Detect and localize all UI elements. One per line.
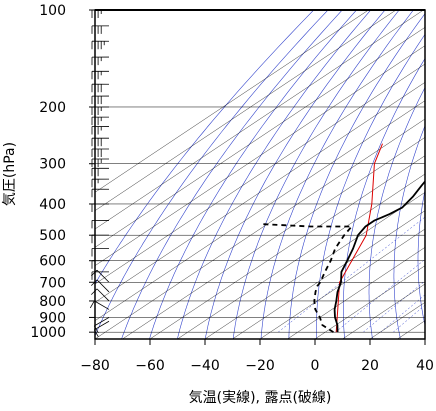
x-tick-label: 20 [361, 358, 379, 374]
wind-barb-feather [89, 300, 95, 309]
wind-barb-staff [96, 279, 110, 293]
mixing-ratio-line [363, 280, 425, 333]
plot-frame [94, 9, 426, 340]
dry-adiabat-line [149, 10, 357, 339]
isotherm-gridline [149, 155, 425, 339]
wind-barb [91, 279, 110, 293]
isotherm-gridline [95, 10, 369, 193]
y-tick-label: 700 [39, 275, 66, 291]
isotherm-gridline [95, 82, 425, 303]
wind-barb-feather [91, 269, 98, 277]
dry-adiabat-line [95, 10, 329, 337]
x-tick-label: −20 [245, 358, 275, 374]
isotherm-gridline [95, 10, 424, 230]
parcel-path-series [335, 143, 383, 333]
dewpoint-series [261, 223, 353, 333]
isotherm-gridline [95, 45, 425, 266]
isotherm-gridline [314, 265, 425, 339]
isotherm-gridline [122, 137, 425, 339]
isotherm-gridline [95, 63, 425, 285]
y-tick-label: 300 [39, 157, 66, 173]
wind-barb-staff [94, 320, 110, 331]
x-tick-label: −80 [80, 358, 110, 374]
y-tick-label: 600 [39, 254, 66, 270]
dry-adiabat-line [417, 188, 425, 327]
isotherm-gridline [369, 302, 425, 339]
dry-adiabat-line [316, 33, 425, 339]
wind-barb [89, 300, 110, 310]
temperature-line [333, 180, 425, 333]
isotherm-gridline [287, 247, 425, 339]
dry-adiabat-line [260, 10, 414, 339]
wind-barbs [89, 9, 110, 337]
y-tick-label: 500 [39, 228, 66, 244]
dry-adiabat-lines [95, 10, 425, 339]
wind-barb [91, 288, 110, 302]
wind-barb [91, 40, 110, 50]
x-axis-ticks: −80 −60 −40 −20 0 20 40 [80, 339, 434, 374]
isotherm-gridline [95, 27, 425, 248]
temperature-series [333, 180, 425, 333]
y-axis-title: 気圧(hPa) [2, 142, 18, 206]
dry-adiabat-line [288, 13, 425, 339]
isotherm-gridline [204, 192, 425, 339]
isotherm-gridline [424, 338, 425, 339]
isotherm-gridline [232, 210, 425, 339]
y-tick-label: 100 [39, 3, 66, 19]
isotherm-gridline [95, 10, 397, 211]
dry-adiabat-line [393, 124, 425, 339]
mixing-ratio-line [335, 259, 425, 333]
dry-adiabat-line [95, 10, 314, 285]
y-tick-label: 900 [39, 310, 66, 326]
x-tick-label: −40 [190, 358, 220, 374]
wind-barb-feather [91, 288, 98, 295]
mixing-ratio-lines [277, 216, 425, 333]
wind-barb-staff [94, 317, 110, 327]
x-tick-label: 0 [311, 358, 320, 374]
wind-barb-staff [96, 269, 110, 283]
wind-barb-staff [94, 300, 110, 310]
isotherm-gridline [95, 100, 425, 321]
mixing-ratio-line [393, 304, 425, 333]
mixing-ratio-line [380, 294, 425, 333]
grid-lines [95, 9, 425, 339]
isotherm-gridline [95, 118, 425, 339]
dry-adiabat-line [342, 57, 425, 339]
mixing-ratio-line [277, 216, 425, 333]
y-tick-label: 1000 [30, 325, 66, 341]
isotherm-gridline [259, 228, 425, 339]
x-tick-label: −60 [135, 358, 165, 374]
dewpoint-line [261, 223, 353, 333]
x-tick-label: 40 [416, 358, 434, 374]
wind-barb [91, 269, 110, 283]
parcel-line [335, 143, 383, 333]
dry-adiabat-line [177, 10, 371, 339]
y-tick-label: 200 [39, 100, 66, 116]
y-tick-label: 400 [39, 197, 66, 213]
dry-adiabat-line [232, 10, 400, 339]
y-tick-label: 800 [39, 294, 66, 310]
wind-barb-staff [96, 288, 110, 302]
x-axis-title: 気温(実線), 露点(破線) [189, 390, 332, 406]
dry-adiabat-line [121, 10, 343, 339]
dry-adiabat-line [204, 10, 386, 339]
dry-adiabat-line [368, 86, 425, 339]
isotherm-group [95, 10, 425, 339]
